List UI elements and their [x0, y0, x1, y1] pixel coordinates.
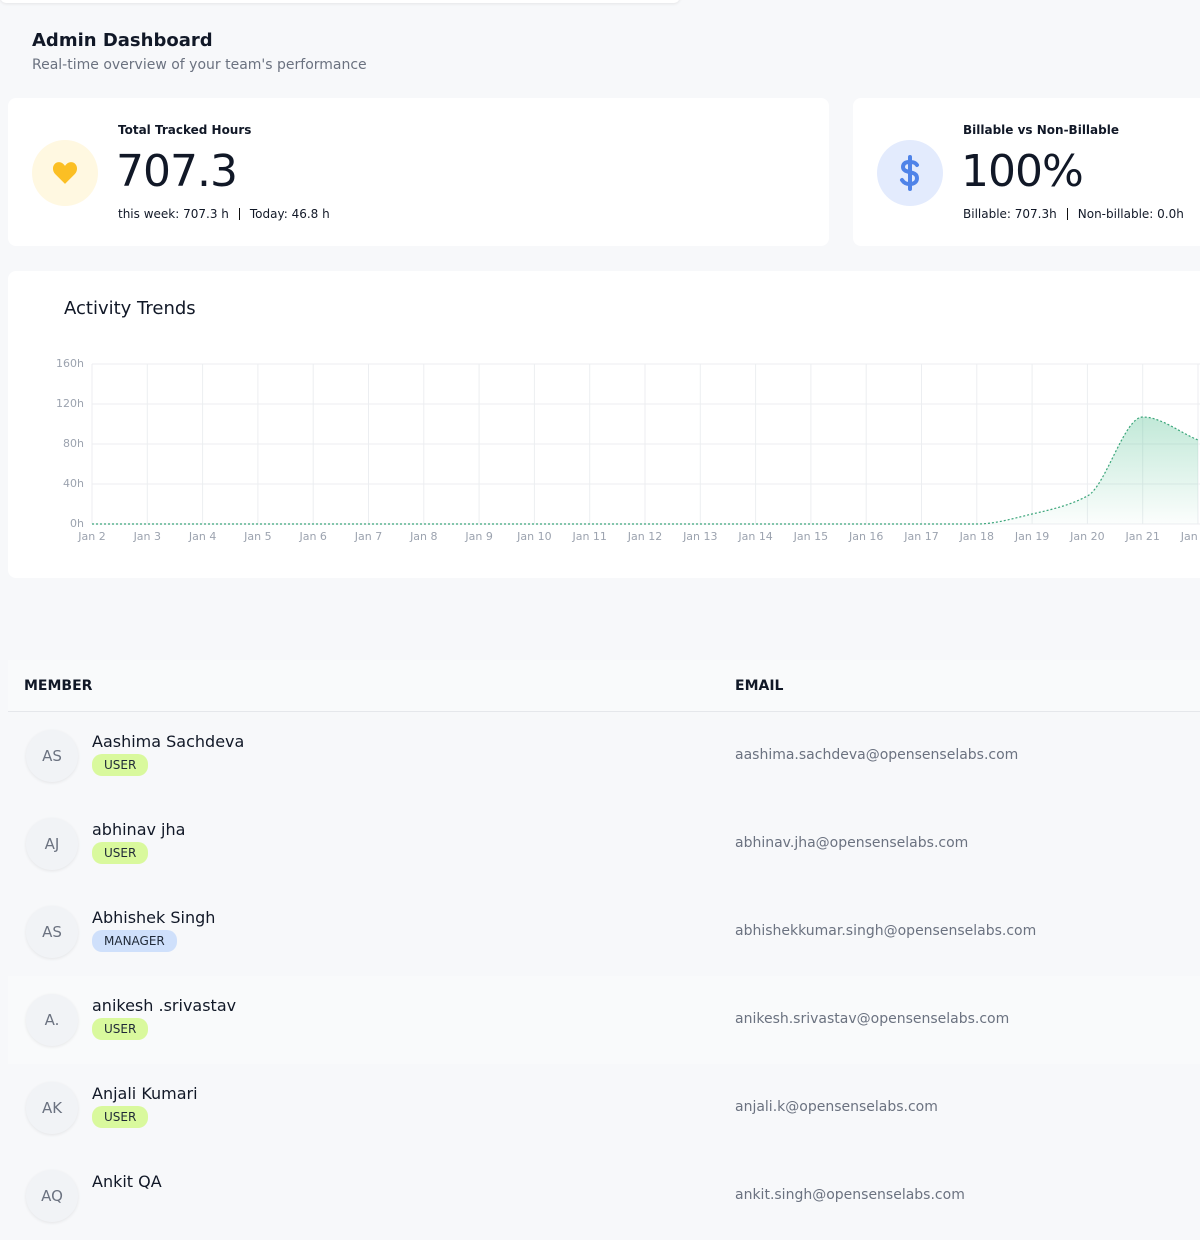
page-title: Admin Dashboard: [32, 30, 213, 51]
detail: Billable: 707.3h: [963, 207, 1057, 221]
table-row: AQ Ankit QA ankit.singh@opensenselabs.com: [8, 1152, 1200, 1240]
member-email: abhishekkumar.singh@opensenselabs.com: [735, 923, 1037, 939]
separator: [238, 208, 240, 220]
card-value: 100%: [961, 146, 1084, 197]
avatar: AQ: [26, 1170, 78, 1222]
table-row: AK Anjali Kumari USER anjali.k@opensenselab…: [8, 1064, 1200, 1152]
x-tick-label: Jan 22: [1180, 530, 1200, 543]
stat-card: Billable vs Non-Billable 100% Billable: …: [853, 98, 1200, 246]
y-tick-label: 40h: [63, 477, 84, 490]
x-tick-label: Jan 12: [627, 530, 662, 543]
card-label: Total Tracked Hours: [118, 123, 252, 137]
x-tick-label: Jan 18: [959, 530, 994, 543]
x-tick-label: Jan 4: [188, 530, 216, 543]
stat-card: Total Tracked Hours 707.3 this week: 707…: [8, 98, 829, 246]
page: Admin Dashboard Real-time overview of yo…: [0, 0, 1200, 1205]
member-email: ankit.singh@opensenselabs.com: [735, 1187, 965, 1203]
card-label: Billable vs Non-Billable: [963, 123, 1119, 137]
column-header: MEMBER: [24, 678, 93, 694]
member-email: anikesh.srivastav@opensenselabs.com: [735, 1011, 1010, 1027]
x-tick-label: Jan 10: [516, 530, 551, 543]
member-email: anjali.k@opensenselabs.com: [735, 1099, 938, 1115]
role-badge: USER: [92, 754, 149, 776]
dollar-icon: [877, 140, 943, 206]
table-row: A. anikesh .srivastav USER anikesh.srivasta…: [8, 976, 1200, 1064]
line: [92, 416, 1199, 525]
card-detail: this week: 707.3 h Today: 46.8 h: [118, 207, 330, 221]
y-tick-label: 80h: [63, 437, 84, 450]
member-name: abhinav jha: [92, 820, 186, 839]
member-name: Ankit QA: [92, 1172, 162, 1191]
x-tick-label: Jan 11: [571, 530, 606, 543]
separator: [1066, 208, 1068, 220]
detail: Non-billable: 0.0h: [1077, 207, 1184, 221]
x-tick-label: Jan 15: [793, 530, 828, 543]
x-tick-label: Jan 13: [682, 530, 717, 543]
x-tick-label: Jan 7: [354, 530, 382, 543]
dollar: [900, 155, 920, 191]
x-tick-label: Jan 20: [1069, 530, 1104, 543]
x-tick-label: Jan 19: [1014, 530, 1049, 543]
role-badge: MANAGER: [92, 930, 177, 952]
avatar: AJ: [26, 818, 78, 870]
table-row: AJ abhinav jha USER abhinav.jha@opensensela…: [8, 800, 1200, 888]
card-detail: Billable: 707.3h Non-billable: 0.0h: [963, 207, 1184, 221]
y-tick-label: 0h: [70, 517, 84, 530]
x-tick-label: Jan 5: [243, 530, 271, 543]
page-subtitle: Real-time overview of your team's perfor…: [32, 57, 367, 73]
avatar: AS: [26, 730, 78, 782]
table-header: MEMBER EMAIL: [8, 660, 1200, 712]
x-tick-label: Jan 21: [1124, 530, 1159, 543]
x-tick-label: Jan 16: [848, 530, 883, 543]
x-tick-label: Jan 6: [298, 530, 326, 543]
role-badge: USER: [92, 842, 149, 864]
chart: Activity Trends 0h 40h 80h 120h 160h Jan 2 Jan…: [56, 298, 1200, 543]
detail: Today: 46.8 h: [249, 207, 330, 221]
x-tick-label: Jan 8: [409, 530, 437, 543]
detail: this week: 707.3 h: [118, 207, 229, 221]
chart-title: Activity Trends: [64, 298, 196, 319]
x-tick-label: Jan 17: [903, 530, 938, 543]
table-row: AS Aashima Sachdeva USER aashima.sachdeva@o…: [8, 712, 1200, 800]
y-tick-label: 120h: [56, 397, 84, 410]
avatar: AK: [26, 1082, 78, 1134]
column-header: EMAIL: [735, 678, 784, 694]
member-email: aashima.sachdeva@opensenselabs.com: [735, 747, 1019, 763]
role-badge: USER: [92, 1106, 149, 1128]
card-value: 707.3: [116, 146, 238, 197]
top-panel: [0, 0, 680, 3]
member-name: Aashima Sachdeva: [92, 732, 245, 751]
x-tick-label: Jan 14: [737, 530, 772, 543]
member-name: anikesh .srivastav: [92, 996, 237, 1015]
avatar: AS: [26, 906, 78, 958]
member-name: Anjali Kumari: [92, 1084, 198, 1103]
member-email: abhinav.jha@opensenselabs.com: [735, 835, 969, 851]
x-tick-label: Jan 3: [133, 530, 161, 543]
heart-icon: [32, 140, 98, 206]
y-tick-label: 160h: [56, 357, 84, 370]
table-row: AS Abhishek Singh MANAGER abhishekkumar.sin…: [8, 888, 1200, 976]
avatar: A.: [26, 994, 78, 1046]
area: [92, 417, 1198, 524]
heart: [52, 162, 78, 184]
role-badge: USER: [92, 1018, 149, 1040]
member-name: Abhishek Singh: [92, 908, 216, 927]
x-tick-label: Jan 9: [464, 530, 492, 543]
x-tick-label: Jan 2: [77, 530, 105, 543]
chart-card: Activity Trends 0h 40h 80h 120h 160h Jan 2 Jan…: [8, 271, 1200, 578]
